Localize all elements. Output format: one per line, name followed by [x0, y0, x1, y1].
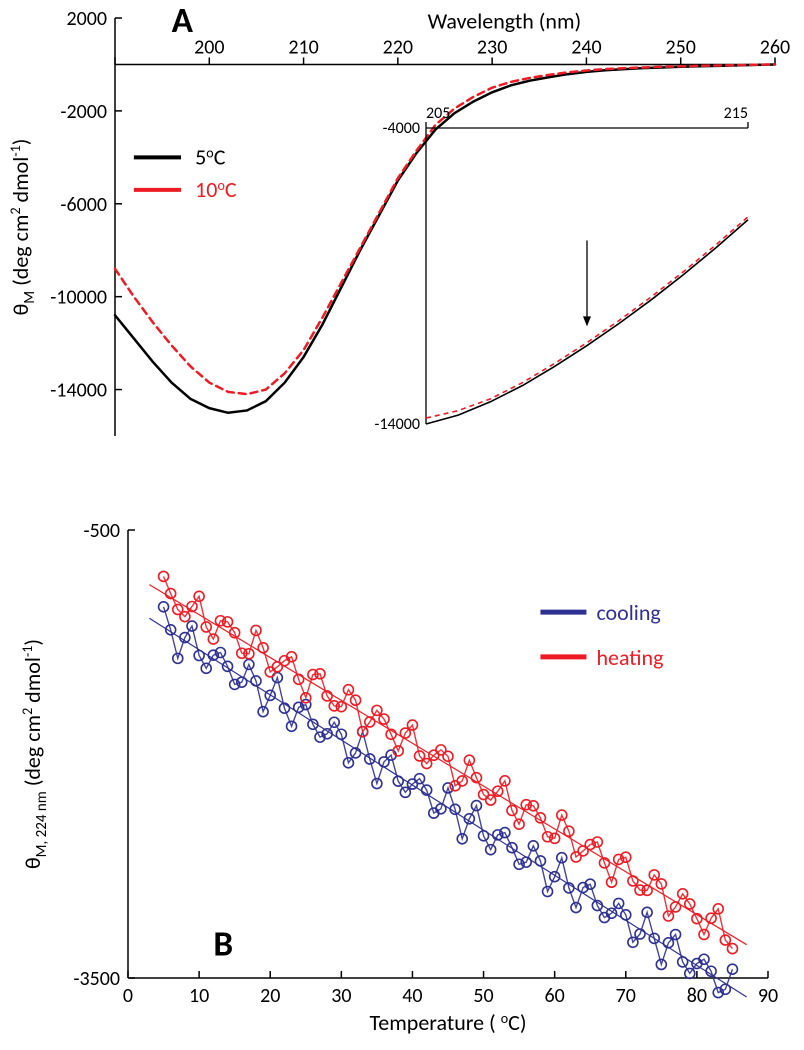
svg-text:60: 60 [545, 984, 565, 1008]
svg-text:5oC: 5oC [195, 143, 226, 170]
svg-text:40: 40 [402, 984, 422, 1008]
svg-text:-10000: -10000 [50, 286, 107, 310]
svg-text:-4000: -4000 [383, 119, 420, 138]
svg-text:-500: -500 [83, 519, 120, 543]
svg-text:cooling: cooling [596, 599, 660, 626]
svg-text:240: 240 [571, 35, 601, 59]
svg-text:A: A [172, 0, 194, 42]
svg-text:20: 20 [260, 984, 280, 1008]
svg-text:10oC: 10oC [195, 176, 237, 203]
svg-text:B: B [213, 923, 233, 966]
figure-svg: 200210220230240250260-14000-10000-6000-2… [0, 0, 804, 1050]
svg-text:220: 220 [383, 35, 413, 59]
svg-text:90: 90 [758, 984, 778, 1008]
svg-text:260: 260 [760, 35, 790, 59]
svg-text:215: 215 [724, 104, 748, 123]
svg-text:250: 250 [666, 35, 696, 59]
svg-text:70: 70 [616, 984, 636, 1008]
svg-text:-14000: -14000 [50, 379, 107, 403]
svg-text:Wavelength (nm): Wavelength (nm) [428, 7, 582, 34]
svg-text:210: 210 [288, 35, 318, 59]
svg-text:10: 10 [189, 984, 209, 1008]
svg-text:-14000: -14000 [375, 415, 420, 434]
figure-container: 200210220230240250260-14000-10000-6000-2… [0, 0, 804, 1050]
svg-text:0: 0 [123, 984, 133, 1008]
svg-text:200: 200 [194, 35, 224, 59]
svg-text:θM (deg cm2 dmol-1): θM (deg cm2 dmol-1) [7, 139, 39, 316]
svg-text:50: 50 [473, 984, 493, 1008]
svg-text:230: 230 [477, 35, 507, 59]
svg-text:heating: heating [596, 644, 663, 671]
svg-text:2000: 2000 [66, 7, 107, 31]
svg-text:-3500: -3500 [73, 967, 120, 991]
svg-text:θM, 224 nm (deg cm2 dmol-1): θM, 224 nm (deg cm2 dmol-1) [19, 639, 51, 869]
svg-text:-6000: -6000 [60, 193, 107, 217]
svg-text:205: 205 [426, 104, 450, 123]
svg-text:30: 30 [331, 984, 351, 1008]
svg-text:80: 80 [687, 984, 707, 1008]
svg-text:Temperature ( oC): Temperature ( oC) [369, 1009, 526, 1036]
svg-text:-2000: -2000 [60, 100, 107, 124]
